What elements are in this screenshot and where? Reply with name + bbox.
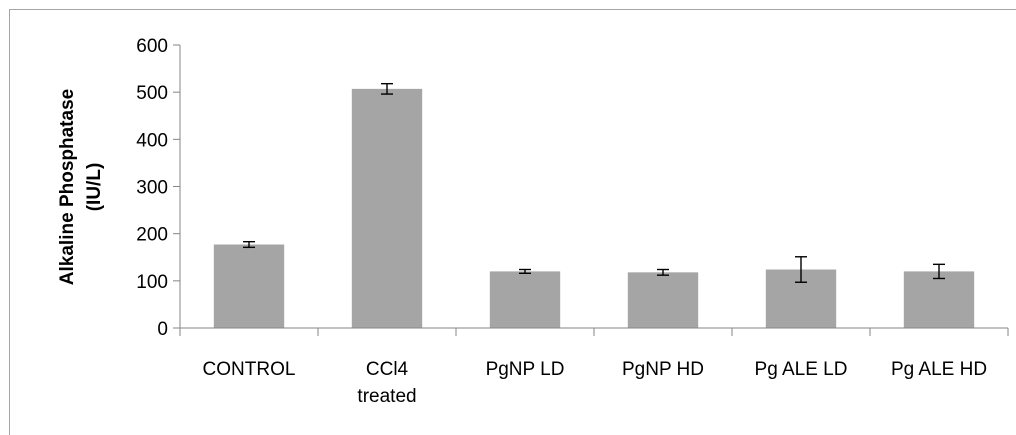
bar (627, 272, 699, 328)
axes (179, 45, 1009, 336)
x-tick-label: CCl4 treated (357, 359, 416, 407)
bar (489, 271, 561, 328)
y-tick-label: 200 (136, 225, 168, 246)
y-tick-label: 100 (136, 272, 168, 293)
x-axis-labels: CONTROL CCl4 treated PgNP LD PgNP HD Pg ALE L… (203, 359, 988, 407)
y-axis-ticks: 0 100 200 300 400 500 600 (136, 36, 180, 340)
bar (903, 271, 975, 328)
y-tick-label: 600 (136, 36, 168, 57)
error-bar (795, 256, 807, 283)
y-tick-label: 400 (136, 130, 168, 151)
bars (213, 88, 975, 329)
y-tick-label: 300 (136, 178, 168, 199)
error-bar (519, 268, 531, 274)
x-tick-label: PgNP HD (622, 359, 704, 380)
y-tick-label: 500 (136, 83, 168, 104)
error-bar (381, 82, 393, 95)
y-axis-title-text: Alkaline Phosphatase (IU/L) (57, 89, 105, 285)
error-bars (243, 82, 945, 283)
bar (351, 88, 423, 329)
y-tick-label: 0 (157, 319, 168, 340)
y-axis-title: Alkaline Phosphatase (IU/L) (57, 89, 105, 285)
x-tick-label: Pg ALE LD (755, 359, 848, 380)
error-bar (243, 240, 255, 249)
x-tick-label: Pg ALE HD (891, 359, 987, 380)
bar (213, 244, 285, 328)
x-tick-label: PgNP LD (486, 359, 565, 380)
error-bar (933, 263, 945, 280)
x-tick-label: CONTROL (203, 359, 296, 380)
chart-frame (9, 9, 1016, 435)
error-bar (657, 268, 669, 276)
